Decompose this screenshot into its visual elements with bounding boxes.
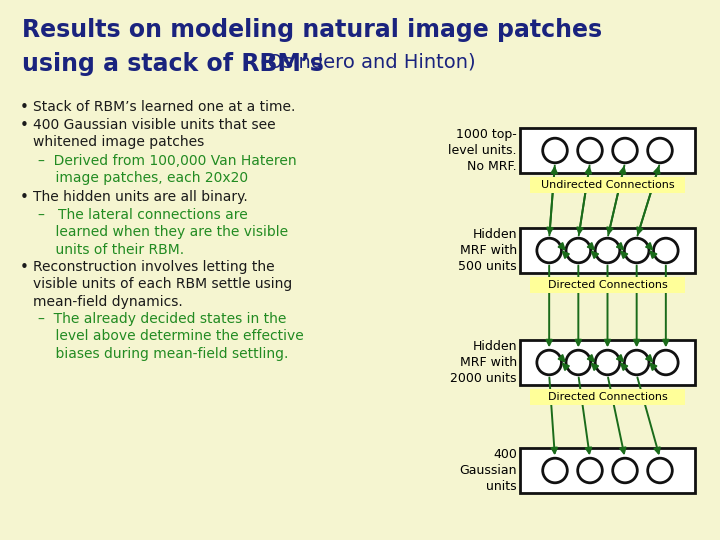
- Circle shape: [613, 138, 637, 163]
- Text: Hidden
MRF with
500 units: Hidden MRF with 500 units: [459, 228, 517, 273]
- Bar: [520, 228, 695, 273]
- Text: •: •: [20, 118, 29, 133]
- Circle shape: [537, 350, 562, 375]
- Circle shape: [595, 238, 620, 263]
- Text: 400
Gaussian
units: 400 Gaussian units: [459, 448, 517, 493]
- Text: (Osindero and Hinton): (Osindero and Hinton): [260, 52, 476, 71]
- Text: 1000 top-
level units.
No MRF.: 1000 top- level units. No MRF.: [449, 128, 517, 173]
- Text: Undirected Connections: Undirected Connections: [541, 180, 675, 190]
- Circle shape: [577, 138, 603, 163]
- Text: •: •: [20, 190, 29, 205]
- Bar: [520, 128, 695, 173]
- Circle shape: [566, 238, 590, 263]
- Text: –   The lateral connections are
    learned when they are the visible
    units : – The lateral connections are learned wh…: [38, 208, 288, 256]
- Text: Directed Connections: Directed Connections: [548, 280, 667, 290]
- Circle shape: [543, 458, 567, 483]
- Text: •: •: [20, 260, 29, 275]
- Text: Stack of RBM’s learned one at a time.: Stack of RBM’s learned one at a time.: [33, 100, 295, 114]
- Text: Hidden
MRF with
2000 units: Hidden MRF with 2000 units: [451, 340, 517, 385]
- Circle shape: [654, 350, 678, 375]
- Circle shape: [543, 138, 567, 163]
- Text: –  The already decided states in the
    level above determine the effective
   : – The already decided states in the leve…: [38, 312, 304, 361]
- Circle shape: [654, 238, 678, 263]
- Circle shape: [537, 238, 562, 263]
- Text: The hidden units are all binary.: The hidden units are all binary.: [33, 190, 248, 204]
- Circle shape: [595, 350, 620, 375]
- Text: Directed Connections: Directed Connections: [548, 392, 667, 402]
- Circle shape: [566, 350, 590, 375]
- Text: –  Derived from 100,000 Van Hateren
    image patches, each 20x20: – Derived from 100,000 Van Hateren image…: [38, 154, 297, 185]
- Circle shape: [624, 238, 649, 263]
- Text: using a stack of RBM’s: using a stack of RBM’s: [22, 52, 324, 76]
- Bar: [520, 340, 695, 385]
- Text: Results on modeling natural image patches: Results on modeling natural image patche…: [22, 18, 602, 42]
- Circle shape: [648, 138, 672, 163]
- Circle shape: [624, 350, 649, 375]
- Text: 400 Gaussian visible units that see
whitened image patches: 400 Gaussian visible units that see whit…: [33, 118, 276, 149]
- Bar: [530, 177, 685, 193]
- Text: Reconstruction involves letting the
visible units of each RBM settle using
mean-: Reconstruction involves letting the visi…: [33, 260, 292, 308]
- Circle shape: [648, 458, 672, 483]
- Bar: [530, 277, 685, 293]
- Circle shape: [613, 458, 637, 483]
- Bar: [530, 389, 685, 405]
- Bar: [520, 448, 695, 493]
- Text: •: •: [20, 100, 29, 115]
- Circle shape: [577, 458, 603, 483]
